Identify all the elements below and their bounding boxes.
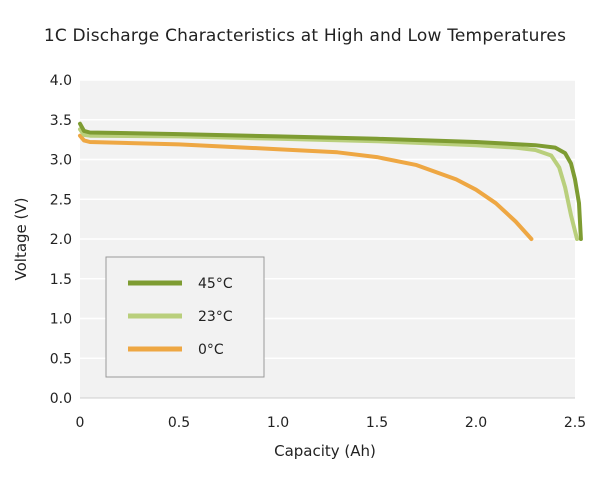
- x-tick-label: 2.5: [564, 415, 586, 431]
- x-axis-label: Capacity (Ah): [274, 442, 376, 460]
- y-tick-label: 1.0: [50, 312, 72, 328]
- y-tick-label: 3.0: [50, 153, 72, 169]
- legend-label: 23°C: [198, 309, 233, 325]
- legend-label: 45°C: [198, 276, 233, 292]
- grid-lines: [80, 79, 575, 359]
- y-tick-label: 3.5: [50, 113, 72, 129]
- series-line-0Cc: [78, 133, 534, 241]
- y-tick-label: 0.0: [50, 391, 72, 407]
- x-tick-labels: 0 0.5 1.0 1.5 2.0 2.5: [76, 415, 587, 431]
- y-tick-labels: 0.0 0.5 1.0 1.5 2.0 2.5 3.0 3.5 4.0: [50, 73, 72, 407]
- series-line-45Cc: [78, 121, 583, 241]
- y-tick-label: 4.0: [50, 73, 72, 89]
- x-tick-label: 1.5: [366, 415, 388, 431]
- y-tick-label: 2.0: [50, 232, 72, 248]
- y-tick-label: 1.5: [50, 272, 72, 288]
- x-tick-label: 0.5: [168, 415, 190, 431]
- x-tick-label: 2.0: [465, 415, 487, 431]
- x-tick-label: 0: [76, 415, 85, 431]
- series-lines: [78, 121, 583, 241]
- y-tick-label: 2.5: [50, 192, 72, 208]
- y-tick-label: 0.5: [50, 351, 72, 367]
- x-tick-label: 1.0: [267, 415, 289, 431]
- legend: 45°C 23°C 0°C: [105, 256, 265, 378]
- series-line-23Cc: [78, 127, 579, 241]
- chart-title: 1C Discharge Characteristics at High and…: [43, 26, 567, 46]
- y-axis-label: Voltage (V): [12, 198, 30, 281]
- legend-label: 0°C: [198, 342, 224, 358]
